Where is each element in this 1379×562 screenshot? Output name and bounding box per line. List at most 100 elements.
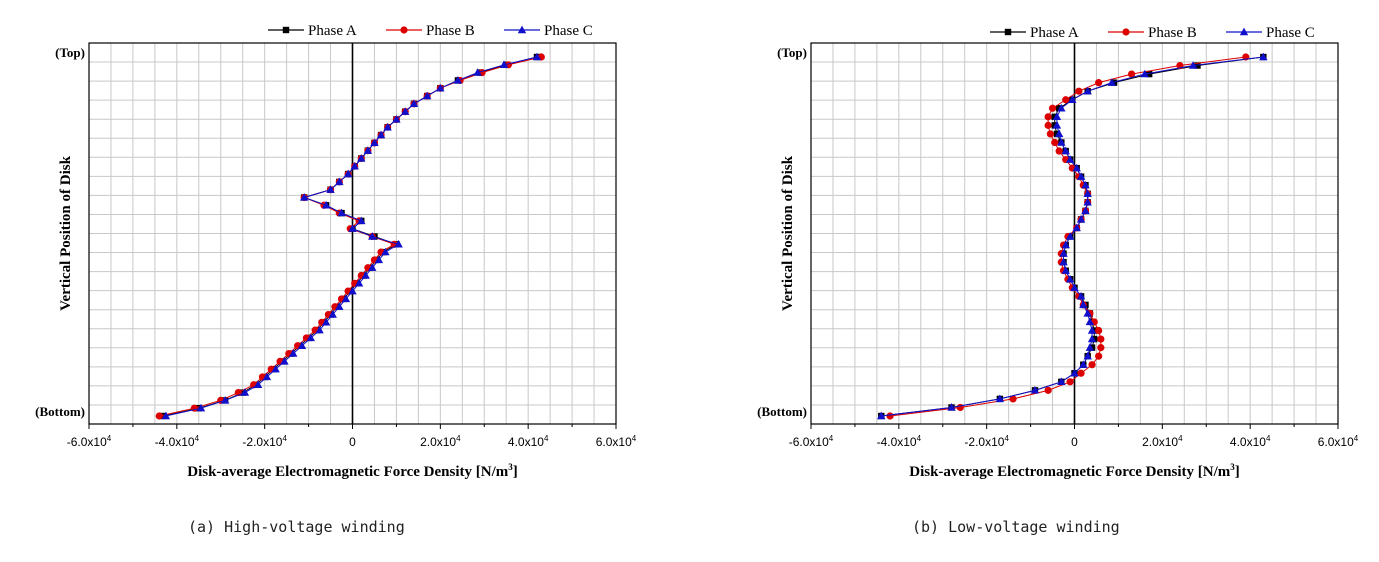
data-point <box>1087 334 1097 343</box>
x-tick-label: 2.0x104 <box>1142 434 1183 449</box>
data-point <box>1070 368 1079 377</box>
legend-label: Phase C <box>544 23 593 39</box>
data-point <box>1057 377 1066 386</box>
legend-marker <box>282 26 290 34</box>
caption-a: (a) High-voltage winding <box>188 518 405 536</box>
legend-marker <box>1122 28 1130 36</box>
data-point <box>350 161 359 170</box>
legend-item: Phase B <box>1108 25 1197 41</box>
data-point <box>1055 147 1063 155</box>
data-point <box>240 388 250 396</box>
data-point <box>1079 360 1088 368</box>
legend: Phase A Phase B Phase C <box>268 23 593 39</box>
data-point <box>1095 79 1103 87</box>
legend-item: Phase A <box>268 23 357 39</box>
data-point <box>253 380 263 388</box>
data-point <box>280 356 289 365</box>
data-point <box>947 403 956 411</box>
data-point <box>1068 95 1077 103</box>
y-top-label: (Top) <box>55 45 85 60</box>
data-point <box>1188 61 1198 69</box>
legend-label: Phase A <box>308 23 357 39</box>
data-point <box>1194 62 1201 69</box>
data-point <box>1259 52 1268 61</box>
data-point <box>422 91 432 100</box>
data-point <box>341 294 351 303</box>
legend-item: Phase B <box>386 23 475 39</box>
x-tick-label: 4.0x104 <box>1230 434 1271 449</box>
data-point <box>1127 70 1136 78</box>
data-point <box>374 255 384 264</box>
data-point <box>1065 155 1075 163</box>
x-tick-label: -2.0x104 <box>964 434 1009 449</box>
legend-item: Phase A <box>990 25 1079 41</box>
x-tick-label: 2.0x104 <box>420 434 461 449</box>
data-point <box>262 372 272 381</box>
x-tick-label: -4.0x104 <box>877 434 922 449</box>
data-point <box>337 208 346 217</box>
legend-marker <box>517 25 527 34</box>
data-point <box>1057 138 1066 146</box>
data-point <box>1083 189 1092 197</box>
data-point <box>1044 121 1052 129</box>
data-point <box>1066 378 1074 386</box>
data-point <box>1051 138 1059 147</box>
legend-label: Phase A <box>1030 25 1079 41</box>
x-axis-label: Disk-average Electromagnetic Force Densi… <box>187 462 518 480</box>
x-tick-label: -6.0x104 <box>789 434 834 449</box>
x-tick-label: -4.0x104 <box>155 434 200 449</box>
data-point <box>321 317 331 326</box>
chart-panel-b: -6.0x104 -4.0x104 -2.0x104 0 2.0x104 4.0x104 6… <box>690 0 1379 562</box>
data-point <box>1076 291 1086 300</box>
data-point <box>1095 352 1103 360</box>
data-point <box>1065 274 1075 283</box>
data-point <box>357 154 366 162</box>
data-point <box>886 412 894 420</box>
data-point <box>1059 249 1068 257</box>
x-axis-label: Disk-average Electromagnetic Force Densi… <box>909 462 1240 480</box>
data-point <box>328 310 337 318</box>
data-point <box>1140 69 1149 78</box>
data-point <box>315 325 324 334</box>
data-point <box>1072 223 1081 232</box>
data-point <box>306 333 315 342</box>
data-point <box>335 302 344 310</box>
y-bottom-label: (Bottom) <box>35 404 85 419</box>
data-point <box>1097 344 1105 352</box>
data-point <box>368 232 377 240</box>
data-point <box>155 412 163 420</box>
data-point <box>1054 129 1064 138</box>
data-point <box>1044 113 1052 121</box>
y-bottom-label: (Bottom) <box>757 404 807 419</box>
data-point <box>532 52 542 61</box>
data-point <box>357 216 366 225</box>
data-point <box>335 177 344 186</box>
x-tick-label: 6.0x104 <box>1318 434 1359 449</box>
data-point <box>370 138 379 147</box>
data-point <box>1077 369 1085 377</box>
data-point <box>499 60 509 69</box>
data-point <box>326 185 335 193</box>
legend-item: Phase C <box>1226 25 1315 41</box>
data-point <box>436 83 445 92</box>
data-point <box>1076 215 1086 223</box>
x-tick-label: -6.0x104 <box>67 434 112 449</box>
data-point <box>220 395 230 404</box>
data-point <box>299 193 309 201</box>
legend-label: Phase B <box>1148 25 1197 41</box>
legend-marker <box>1239 27 1249 36</box>
data-point <box>376 130 386 139</box>
data-point <box>1088 361 1096 369</box>
x-tick-label: 6.0x104 <box>596 434 637 449</box>
y-top-label: (Top) <box>777 45 807 60</box>
data-point <box>401 107 410 115</box>
data-point <box>343 169 353 178</box>
chart-b-svg: -6.0x104 -4.0x104 -2.0x104 0 2.0x104 4.0x104 6… <box>757 25 1359 480</box>
legend-label: Phase B <box>426 23 475 39</box>
chart-a-svg: -6.0x104 -4.0x104 -2.0x104 0 2.0x104 4.0x104 6… <box>35 23 637 480</box>
data-point <box>348 286 357 295</box>
data-point <box>1083 351 1092 360</box>
legend-label: Phase C <box>1266 25 1315 41</box>
y-axis-label: Vertical Position of Disk <box>58 155 74 311</box>
data-point <box>1097 335 1105 343</box>
